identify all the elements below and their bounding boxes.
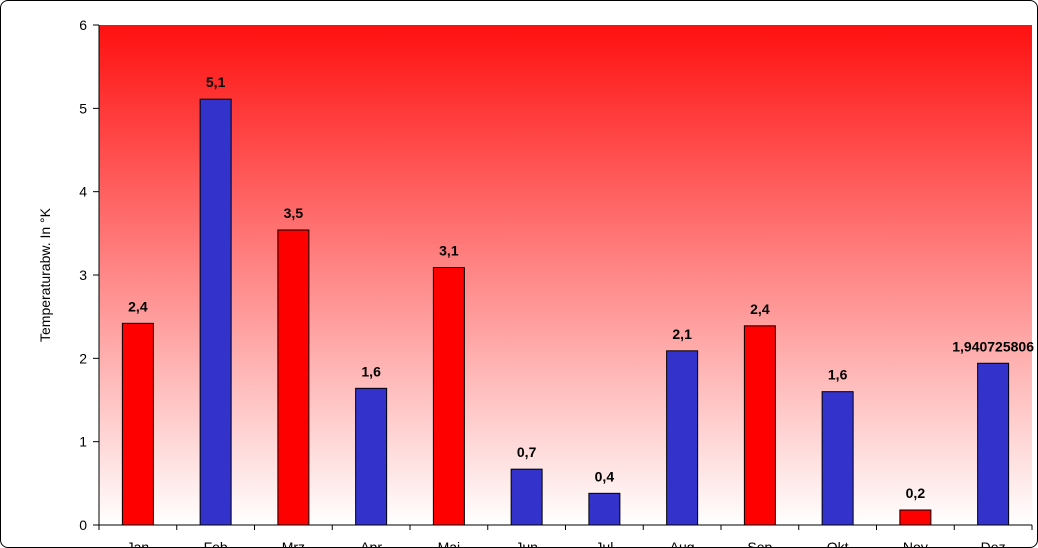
bar-apr <box>355 387 388 526</box>
x-tick-label-jan: Jan <box>127 539 150 547</box>
y-tick-label-1: 1 <box>79 434 87 450</box>
bar-mrz <box>277 229 310 526</box>
bar-feb <box>199 98 232 526</box>
data-labels-layer: 2,4 5,1 3,5 1,6 3,1 0,7 0,4 2,1 2,4 1,6 0,2 1,94072… <box>128 74 1034 501</box>
data-label-mrz: 3,5 <box>284 205 304 221</box>
data-label-jul: 0,4 <box>595 468 615 484</box>
x-tick-label-jun: Jun <box>515 539 538 547</box>
bar-jun <box>510 468 543 526</box>
x-tick-label-aug: Aug <box>670 539 695 547</box>
x-tick-label-dez: Dez <box>981 539 1006 547</box>
data-label-okt: 1,6 <box>828 367 848 383</box>
data-label-feb: 5,1 <box>206 74 226 90</box>
bar-jan <box>121 322 154 526</box>
x-tick-label-mrz: Mrz <box>282 539 305 547</box>
data-label-nov: 0,2 <box>906 485 926 501</box>
bar-sep <box>743 325 776 526</box>
y-tick-label-6: 6 <box>79 17 87 33</box>
data-label-jun: 0,7 <box>517 444 537 460</box>
bar-okt <box>821 391 854 526</box>
x-tick-label-apr: Apr <box>360 539 382 547</box>
x-tick-label-mai: Mai <box>438 539 461 547</box>
bar-jul <box>588 492 621 526</box>
x-tick-label-feb: Feb <box>204 539 228 547</box>
y-tick-label-3: 3 <box>79 267 87 283</box>
bars-layer <box>121 98 1010 526</box>
data-label-aug: 2,1 <box>672 326 692 342</box>
y-axis-title: Temperaturabw. In °K <box>37 207 53 342</box>
data-label-sep: 2,4 <box>750 301 770 317</box>
data-label-dez: 1,940725806 <box>952 338 1034 354</box>
data-label-jan: 2,4 <box>128 298 148 314</box>
axes-layer: Jan Feb Mrz Apr Mai Jun Jul Aug Sep Okt Nov Dez 0 1 2 3… <box>79 17 1033 547</box>
x-tick-label-nov: Nov <box>903 539 928 547</box>
y-tick-label-0: 0 <box>79 517 87 533</box>
y-tick-label-4: 4 <box>79 184 87 200</box>
bar-dez <box>977 362 1010 526</box>
data-label-mai: 3,1 <box>439 243 459 259</box>
x-tick-label-jul: Jul <box>595 539 613 547</box>
bar-aug <box>666 350 699 526</box>
x-tick-label-okt: Okt <box>827 539 849 547</box>
data-label-apr: 1,6 <box>361 363 381 379</box>
plot-area <box>99 25 1032 525</box>
x-tick-label-sep: Sep <box>747 539 772 547</box>
y-tick-label-2: 2 <box>79 350 87 366</box>
bar-nov <box>899 509 932 526</box>
y-tick-label-5: 5 <box>79 100 87 116</box>
bar-mai <box>432 267 465 526</box>
